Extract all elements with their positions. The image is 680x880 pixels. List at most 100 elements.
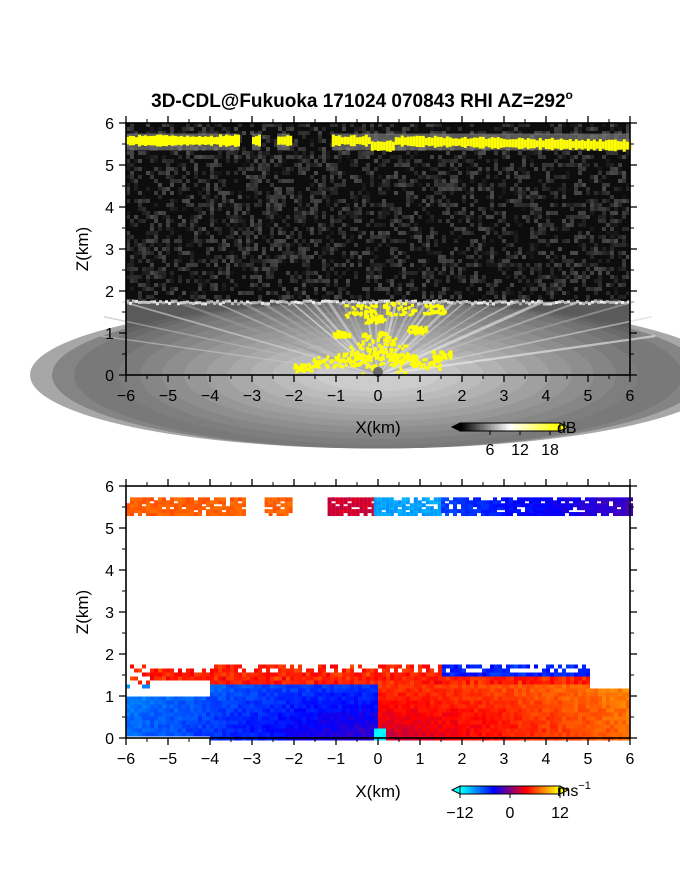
- cloud-echo-cell: [198, 135, 201, 146]
- bl-edge-cell: [603, 300, 606, 304]
- noise-cell: [442, 267, 446, 271]
- noise-cell: [262, 123, 266, 127]
- noise-cell: [394, 291, 398, 295]
- velocity-cell: [254, 676, 258, 681]
- strong-echo-cell: [337, 333, 341, 337]
- velocity-cell: [166, 704, 170, 709]
- noise-cell: [390, 251, 394, 255]
- noise-cell: [506, 155, 510, 159]
- backscatter-colorbar-tick-labels: 6 12 18: [486, 442, 559, 459]
- velocity-cell: [530, 688, 534, 693]
- noise-cell: [186, 203, 190, 207]
- noise-cell: [378, 287, 382, 291]
- velocity-cell: [606, 696, 610, 701]
- noise-cell: [430, 235, 434, 239]
- noise-cell: [210, 223, 214, 227]
- noise-cell: [206, 271, 210, 275]
- velocity-cell: [454, 688, 458, 693]
- noise-cell: [410, 271, 414, 275]
- velocity-cell: [386, 672, 390, 677]
- noise-cell: [386, 183, 390, 187]
- noise-cell: [582, 207, 586, 211]
- noise-cell: [270, 227, 274, 231]
- strong-echo-cell: [333, 364, 337, 368]
- noise-cell: [334, 155, 338, 159]
- velocity-cell: [546, 680, 550, 685]
- noise-cell: [526, 299, 530, 303]
- noise-cell: [246, 175, 250, 179]
- noise-cell: [438, 295, 442, 299]
- noise-cell: [210, 211, 214, 215]
- noise-cell: [322, 267, 326, 271]
- noise-cell: [522, 207, 526, 211]
- cloud-echo-cell: [289, 135, 293, 146]
- noise-cell: [266, 163, 270, 167]
- strong-echo-cell: [407, 355, 411, 359]
- noise-cell: [270, 231, 274, 235]
- cloud-echo-cell: [210, 135, 213, 146]
- bl-edge-cell: [174, 299, 177, 303]
- noise-cell: [554, 131, 558, 135]
- velocity-cell: [522, 708, 526, 713]
- noise-cell: [134, 179, 138, 183]
- noise-cell: [602, 251, 606, 255]
- noise-cell: [350, 239, 354, 243]
- velocity-cell: [398, 680, 402, 685]
- strong-echo-cell: [398, 359, 402, 363]
- velocity-cell: [402, 672, 406, 677]
- cloud-echo-cell: [400, 135, 404, 147]
- noise-cell: [254, 227, 258, 231]
- velocity-cell: [326, 672, 330, 677]
- noise-cell: [210, 163, 214, 167]
- noise-cell: [310, 163, 314, 167]
- noise-cell: [514, 271, 518, 275]
- noise-cell: [374, 223, 378, 227]
- noise-cell: [450, 295, 454, 299]
- strong-echo-cell: [403, 355, 407, 359]
- bl-edge-cell: [591, 300, 594, 304]
- noise-cell: [506, 167, 510, 171]
- strong-echo-cell: [370, 304, 374, 308]
- noise-cell: [510, 127, 514, 131]
- noise-cell: [594, 203, 598, 207]
- strong-echo-cell: [304, 364, 308, 368]
- noise-cell: [518, 195, 522, 199]
- noise-cell: [554, 211, 558, 215]
- cloud-echo-cell: [391, 141, 395, 151]
- strong-echo-cell: [365, 365, 369, 369]
- noise-cell: [534, 215, 538, 219]
- velocity-cell: [246, 704, 250, 709]
- velocity-cell: [270, 680, 274, 685]
- velocity-cell: [182, 672, 186, 677]
- noise-cell: [578, 163, 582, 167]
- noise-cell: [142, 219, 146, 223]
- velocity-cell: [402, 688, 406, 693]
- noise-cell: [202, 131, 206, 135]
- velocity-cell: [574, 700, 578, 705]
- cloud-echo-cell: [529, 139, 533, 149]
- velocity-cell: [514, 708, 518, 713]
- noise-cell: [402, 163, 406, 167]
- strong-echo-cell: [410, 331, 414, 335]
- velocity-cell: [582, 684, 586, 689]
- velocity-cell: [414, 684, 418, 689]
- noise-cell: [354, 175, 358, 179]
- velocity-cell: [570, 696, 574, 701]
- noise-cell: [430, 187, 434, 191]
- colorbar-swatch: [497, 423, 501, 431]
- strong-echo-cell: [440, 305, 444, 309]
- noise-cell: [414, 163, 418, 167]
- noise-cell: [358, 155, 362, 159]
- noise-cell: [622, 235, 626, 239]
- bl-edge-cell: [501, 300, 504, 304]
- noise-cell: [598, 215, 602, 219]
- velocity-cell: [382, 700, 386, 705]
- noise-cell: [566, 291, 570, 295]
- strong-echo-cell: [353, 359, 357, 363]
- strong-echo-cell: [427, 312, 431, 316]
- noise-cell: [338, 159, 342, 163]
- noise-cell: [378, 263, 382, 267]
- noise-cell: [410, 283, 414, 287]
- noise-cell: [194, 155, 198, 159]
- noise-cell: [342, 215, 346, 219]
